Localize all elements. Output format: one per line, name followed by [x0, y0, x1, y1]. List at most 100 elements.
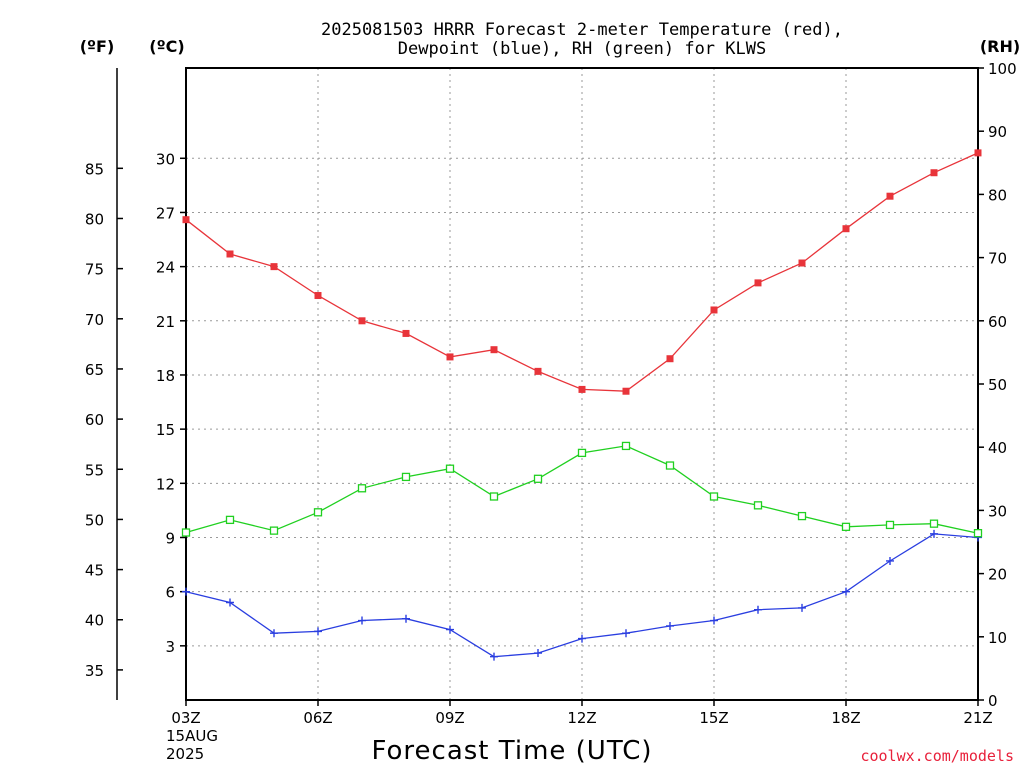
temperature-point — [314, 292, 322, 300]
x-tick-label: 06Z — [303, 709, 332, 727]
dewpoint-point — [490, 652, 498, 661]
rh-tick-label: 50 — [988, 376, 1007, 394]
rh-point — [885, 520, 895, 530]
temperature-point — [534, 367, 542, 375]
fahrenheit-tick-label: 80 — [85, 210, 104, 228]
rh-point — [489, 492, 499, 501]
rh-tick-label: 40 — [988, 439, 1007, 457]
rh-point — [797, 511, 807, 521]
temperature-point — [226, 250, 234, 258]
dewpoint-point — [270, 629, 278, 638]
rh-point — [841, 522, 851, 531]
rh-point — [269, 526, 279, 535]
dewpoint-point — [666, 621, 674, 630]
dewpoint-point — [798, 603, 806, 612]
rh-point — [929, 519, 939, 528]
temperature-point — [182, 216, 190, 224]
celsius-tick-label: 18 — [156, 367, 175, 385]
fahrenheit-tick-label: 85 — [85, 160, 104, 178]
celsius-unit-label: (ºC) — [149, 37, 184, 56]
dewpoint-point — [930, 529, 938, 538]
rh-tick-label: 10 — [988, 629, 1007, 647]
rh-point — [181, 528, 191, 537]
rh-point — [533, 474, 543, 483]
celsius-ticks: 3 6 9 12 15 18 21 24 27 30 — [156, 150, 186, 656]
rh-tick-label: 90 — [988, 123, 1007, 141]
temperature-point — [490, 346, 498, 354]
rh-tick-label: 60 — [988, 313, 1007, 331]
x-tick-label: 09Z — [435, 709, 464, 727]
dewpoint-point — [578, 634, 586, 643]
rh-point — [577, 448, 587, 458]
fahrenheit-ticks: 35 40 45 50 55 60 65 70 75 80 85 — [85, 160, 123, 680]
rh-tick-label: 70 — [988, 250, 1007, 268]
dewpoint-point — [402, 614, 410, 623]
temperature-point — [886, 192, 894, 200]
rh-tick-label: 20 — [988, 566, 1007, 584]
dewpoint-point — [754, 605, 762, 614]
x-tick-label: 18Z — [831, 709, 860, 727]
x-tick-label: 21Z — [963, 709, 992, 727]
series — [181, 149, 983, 661]
celsius-tick-label: 21 — [156, 313, 175, 331]
start-date-year: 2025 — [166, 745, 204, 763]
temperature-point — [358, 317, 366, 325]
dewpoint-point — [226, 598, 234, 607]
rh-tick-label: 30 — [988, 502, 1007, 520]
fahrenheit-tick-label: 45 — [85, 562, 104, 580]
rh-tick-label: 100 — [988, 60, 1017, 78]
x-axis-label: Forecast Time (UTC) — [371, 736, 652, 766]
fahrenheit-unit-label: (ºF) — [80, 37, 115, 56]
temperature-point — [446, 353, 454, 361]
temperature-point — [974, 149, 982, 157]
dewpoint-point — [622, 629, 630, 638]
series-temperature — [182, 149, 982, 395]
temperature-point — [842, 225, 850, 233]
temperature-point — [930, 169, 938, 177]
rh-point — [357, 484, 367, 493]
x-tick-label: 03Z — [171, 709, 200, 727]
dewpoint-point — [358, 616, 366, 625]
series-rh — [181, 441, 983, 538]
credit-text[interactable]: coolwx.com/models — [860, 747, 1014, 765]
temperature-point — [402, 329, 410, 337]
rh-point — [313, 508, 323, 517]
celsius-tick-label: 3 — [165, 638, 175, 656]
rh-unit-label: (RH) — [980, 37, 1020, 56]
fahrenheit-tick-label: 75 — [85, 261, 104, 279]
grid — [186, 68, 978, 700]
start-date-day: 15AUG — [166, 727, 218, 745]
rh-point — [445, 464, 455, 473]
dewpoint-point — [446, 625, 454, 634]
fahrenheit-tick-label: 55 — [85, 461, 104, 479]
rh-ticks: 0 10 20 30 40 50 60 70 80 90 100 — [978, 60, 1017, 710]
rh-point — [753, 501, 763, 510]
dewpoint-point — [534, 649, 542, 658]
fahrenheit-tick-label: 70 — [85, 311, 104, 329]
rh-point — [401, 472, 411, 482]
fahrenheit-tick-label: 35 — [85, 662, 104, 680]
dewpoint-point — [886, 556, 894, 565]
celsius-tick-label: 27 — [156, 204, 175, 222]
rh-point — [709, 492, 719, 501]
rh-point — [665, 461, 675, 470]
temperature-point — [578, 385, 586, 393]
fahrenheit-tick-label: 40 — [85, 612, 104, 630]
plot-frame — [185, 67, 979, 701]
fahrenheit-tick-label: 60 — [85, 411, 104, 429]
x-tick-label: 15Z — [699, 709, 728, 727]
rh-point — [225, 515, 235, 525]
dewpoint-point — [314, 627, 322, 636]
temperature-point — [622, 387, 630, 395]
temperature-point — [798, 259, 806, 267]
x-tick-label: 12Z — [567, 709, 596, 727]
fahrenheit-tick-label: 50 — [85, 511, 104, 529]
temperature-point — [754, 279, 762, 287]
temperature-point — [270, 263, 278, 271]
dewpoint-point — [182, 587, 190, 596]
celsius-tick-label: 24 — [156, 259, 175, 277]
dewpoint-point — [710, 616, 718, 625]
chart-title-line-1: 2025081503 HRRR Forecast 2-meter Tempera… — [321, 20, 843, 40]
celsius-tick-label: 30 — [156, 150, 175, 168]
celsius-tick-label: 6 — [165, 584, 175, 602]
